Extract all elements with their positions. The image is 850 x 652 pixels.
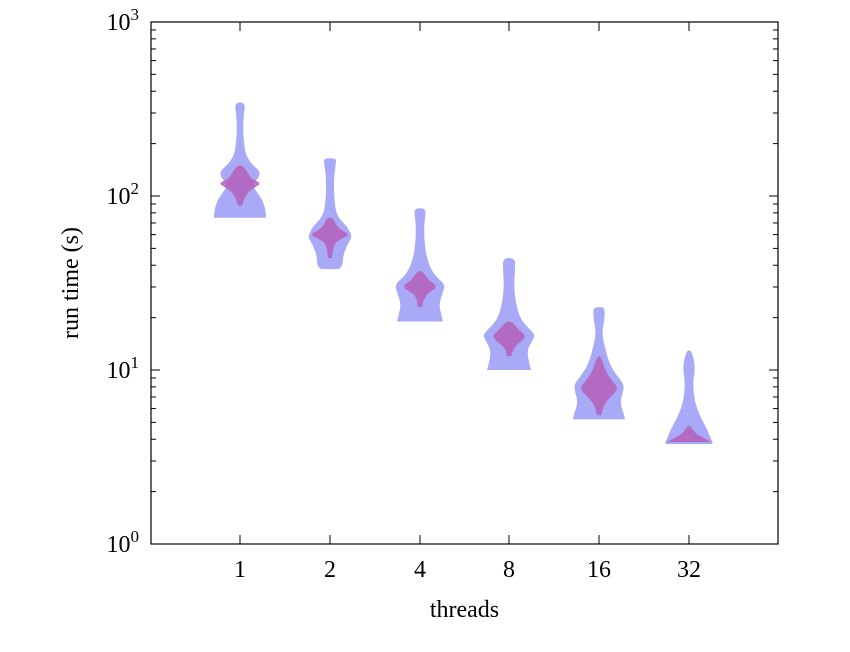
y-tick-exponent: 1 [131, 353, 140, 372]
ticks-layer [151, 21, 778, 545]
y-tick-label-100: 102 [107, 179, 140, 210]
plot-frame [150, 21, 779, 545]
x-tick-label-32: 32 [677, 557, 701, 583]
x-axis-label: threads [430, 597, 499, 623]
y-tick-exponent: 3 [131, 5, 140, 24]
violin-outer-8 [483, 258, 535, 370]
y-axis-label: run time (s) [58, 227, 84, 339]
y-tick-label-1: 100 [107, 527, 140, 558]
violin-inner-8 [493, 321, 525, 357]
x-tick-label-2: 2 [324, 557, 336, 583]
violin-outer-2 [308, 158, 352, 270]
violins-layer [214, 102, 713, 445]
y-tick-base: 10 [107, 532, 131, 558]
violin-inner-1 [220, 165, 260, 206]
y-tick-exponent: 0 [131, 527, 140, 546]
x-tick-label-16: 16 [587, 557, 611, 583]
violin-outer-32 [665, 350, 713, 445]
violin-inner-2 [312, 217, 348, 258]
y-tick-label-10: 101 [107, 353, 140, 384]
violin-inner-4 [404, 271, 436, 308]
violin-inner-16 [581, 356, 617, 416]
x-tick-label-8: 8 [503, 557, 515, 583]
y-tick-exponent: 2 [131, 179, 140, 198]
y-tick-label-1000: 103 [107, 5, 140, 36]
violin-outer-4 [395, 208, 445, 322]
violin-inner-32 [667, 425, 711, 443]
violin-outer-1 [214, 102, 266, 218]
y-tick-base: 10 [107, 10, 131, 36]
y-tick-base: 10 [107, 184, 131, 210]
y-tick-base: 10 [107, 358, 131, 384]
x-tick-label-1: 1 [234, 557, 246, 583]
x-tick-label-4: 4 [414, 557, 426, 583]
